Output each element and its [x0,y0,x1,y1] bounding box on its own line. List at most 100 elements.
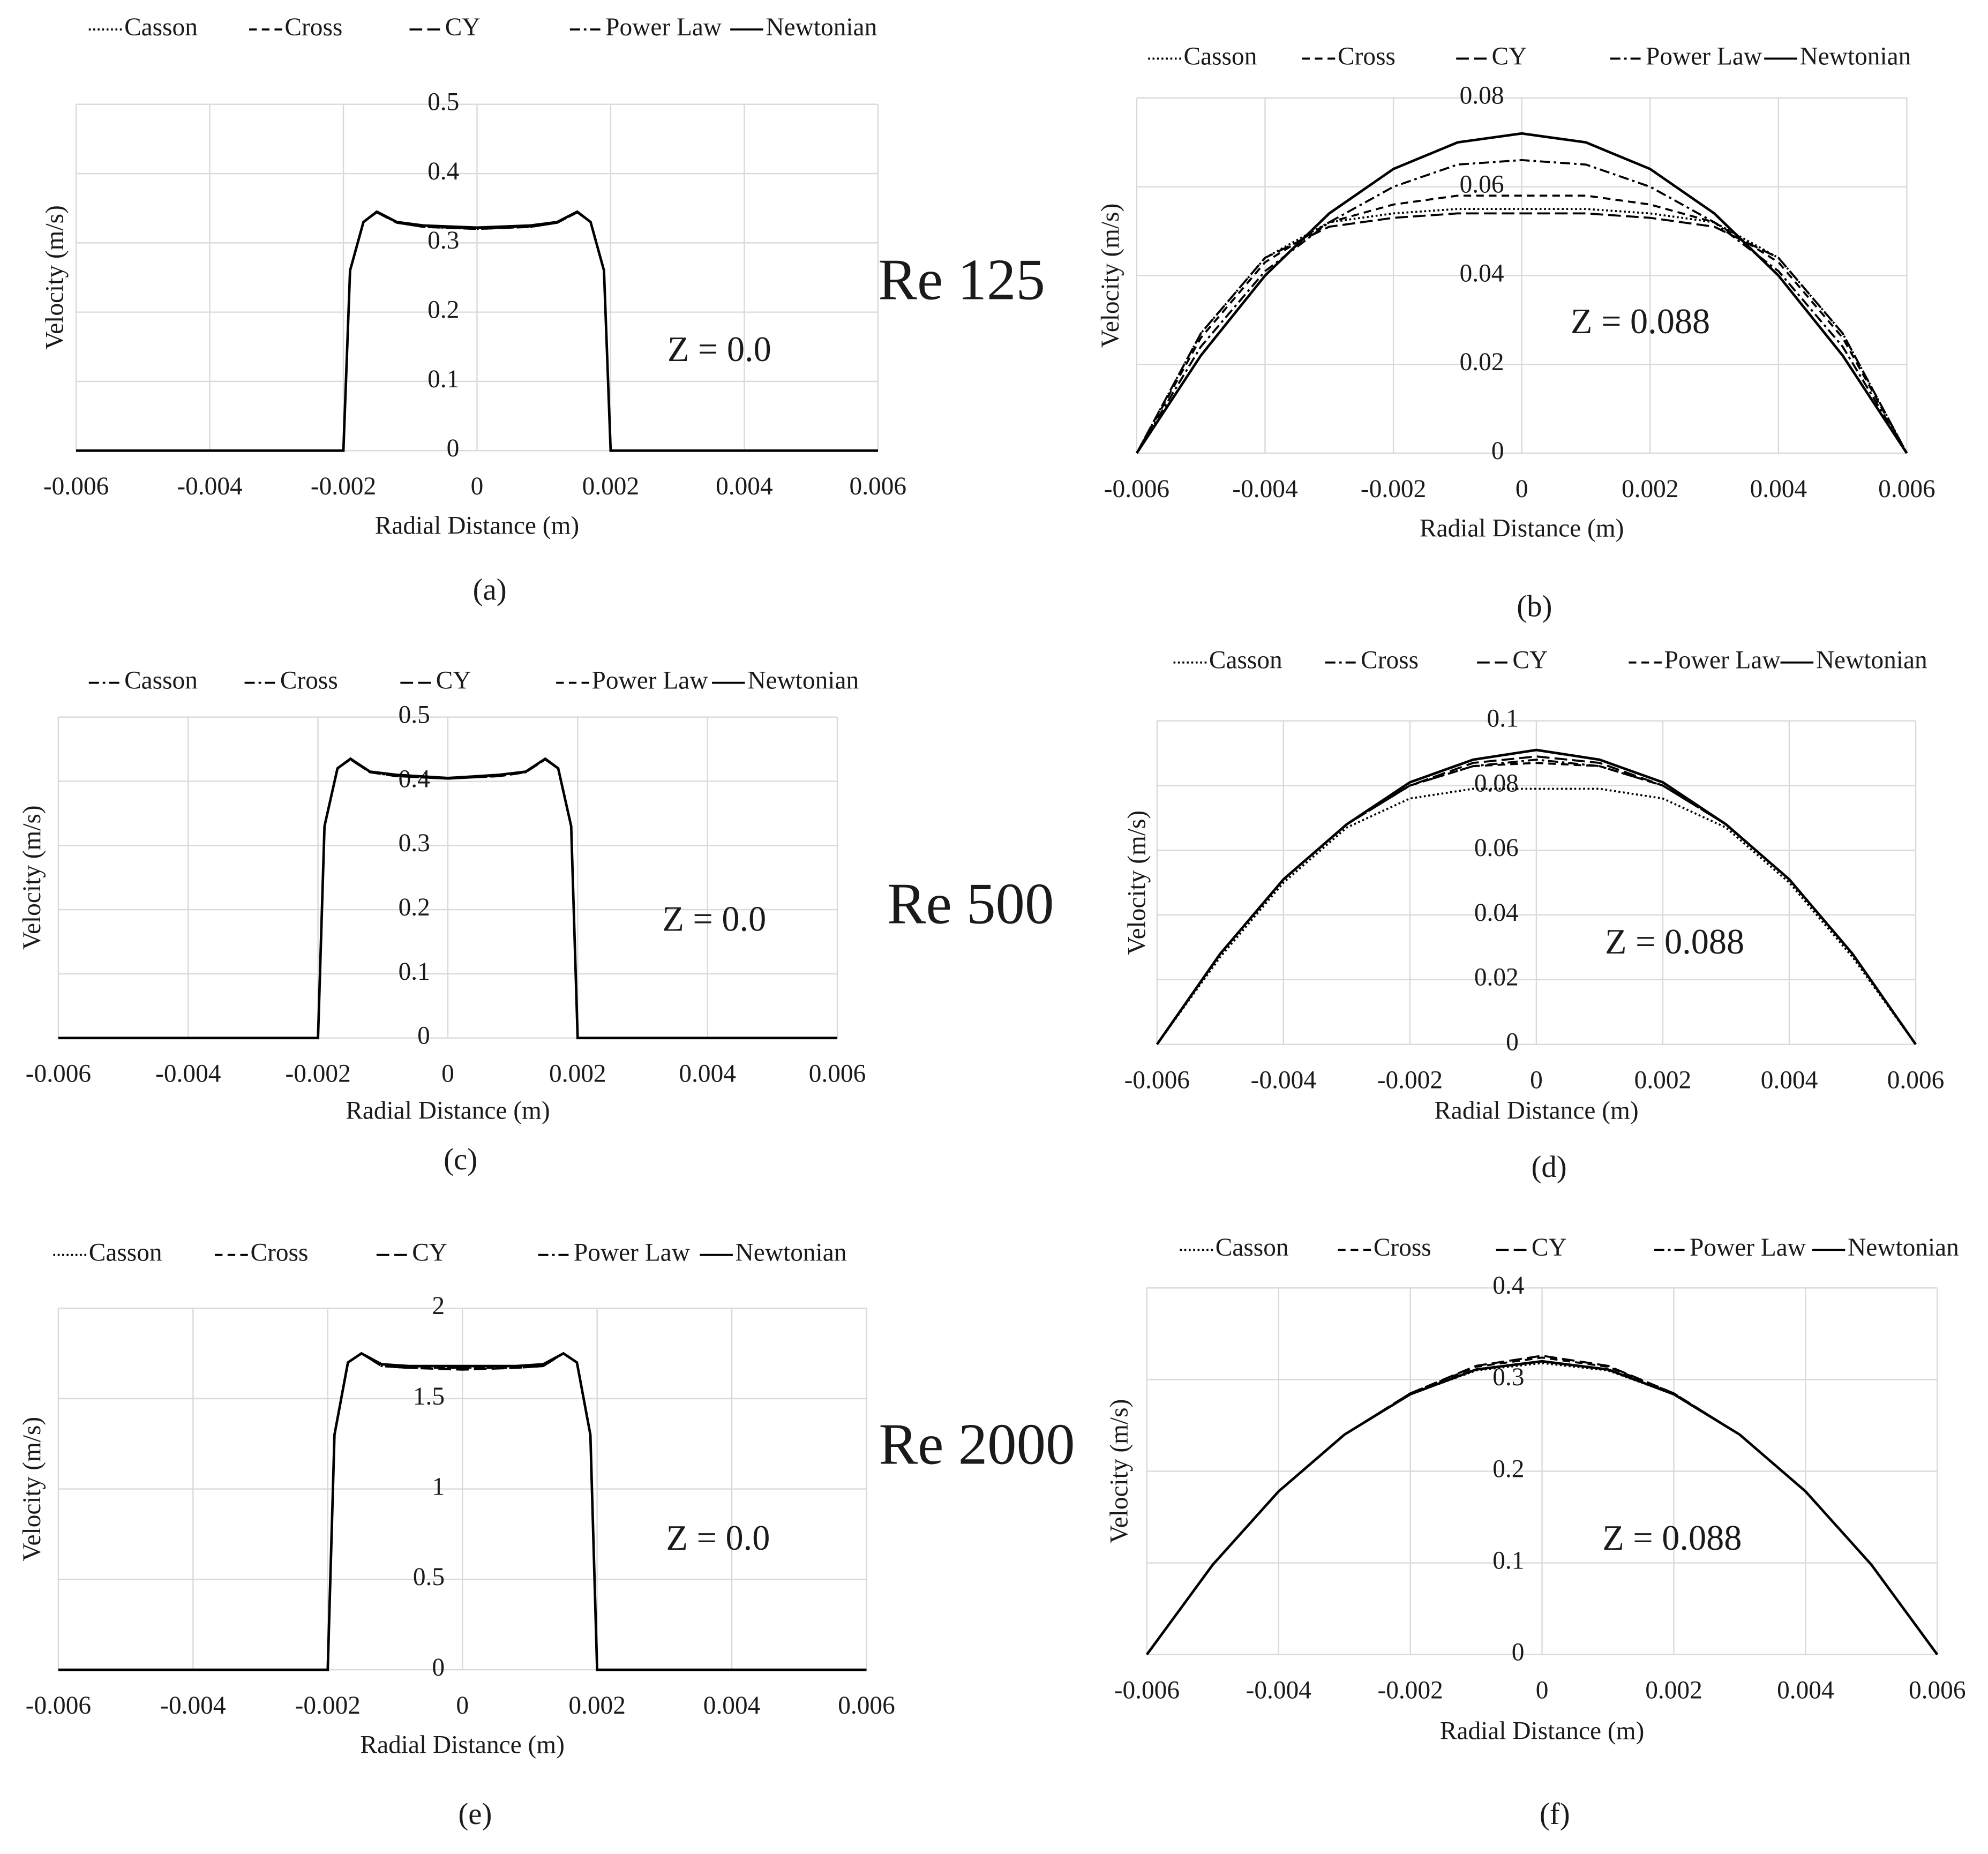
legend-label: Power Law [605,13,722,41]
x-axis-label: Radial Distance (m) [361,1731,565,1759]
y-tick-label: 0.3 [399,829,430,857]
x-tick-label: -0.004 [1246,1677,1311,1705]
y-axis-label: Velocity (m/s) [41,205,69,350]
y-tick-label: 0.4 [427,157,459,185]
x-tick-label: 0.006 [1878,475,1936,503]
x-tick-label: 0.006 [1909,1677,1966,1705]
x-tick-label: -0.002 [1377,1677,1443,1705]
series-line [1135,132,1908,454]
y-tick-label: 0.3 [427,227,459,254]
x-axis-label: Radial Distance (m) [1440,1717,1644,1745]
x-tick-label: 0.006 [809,1060,866,1088]
y-tick-label: 0.04 [1474,899,1519,927]
legend-label: Cross [250,1239,308,1267]
y-tick-label: 0 [1512,1639,1525,1667]
legend-label: Newtonian [747,666,859,694]
series-line [1156,748,1917,1045]
y-tick-label: 0.5 [399,701,430,729]
legend-label: CY [1532,1234,1567,1262]
y-axis-label: Velocity (m/s) [1097,204,1124,348]
legend-label: Power Law [1646,42,1762,70]
series-line [1136,212,1908,454]
x-tick-label: 0.002 [1622,475,1679,503]
legend-label: CY [436,666,471,694]
legend-label: Power Law [574,1239,690,1267]
series-line [1145,1360,1939,1656]
y-tick-label: 0.4 [399,765,430,793]
y-tick-label: 0.3 [1492,1363,1524,1391]
x-tick-label: -0.004 [177,472,242,500]
series-line [1136,194,1908,454]
y-tick-label: 0.04 [1460,259,1504,287]
legend-label: Newtonian [1816,647,1927,674]
chart-panel: -0.006 -0.004 -0.002 0 0.002 0.004 0.006 0 0.5 1 1… [18,1239,895,1831]
y-tick-label: 0.06 [1460,171,1504,199]
y-tick-label: 1.5 [413,1383,445,1410]
series-line [1156,787,1917,1045]
series-line [58,1352,867,1671]
row-label: Re 2000 [879,1412,1075,1476]
legend-label: Cross [1361,647,1419,674]
x-axis-label: Radial Distance (m) [1434,1097,1638,1124]
legend-label: Power Law [592,666,708,694]
x-tick-label: -0.002 [311,472,376,500]
legend-label: Casson [124,13,198,41]
y-tick-label: 0.2 [1492,1455,1524,1483]
legend-label: Cross [1338,42,1396,70]
legend-label: Cross [1374,1234,1431,1262]
x-axis-label: Radial Distance (m) [1420,514,1624,542]
x-tick-label: -0.006 [43,472,109,500]
y-tick-label: 0 [417,1022,430,1050]
caption: (b) [1517,589,1552,623]
x-tick-label: -0.002 [1361,475,1426,503]
x-tick-label: 0 [1536,1677,1549,1705]
x-tick-label: -0.002 [295,1692,361,1720]
caption: (a) [473,573,507,607]
x-tick-label: 0.004 [703,1692,761,1720]
x-tick-label: -0.004 [155,1060,221,1088]
row-label: Re 500 [887,872,1054,936]
y-tick-label: 0.5 [427,88,459,116]
y-axis-label: Velocity (m/s) [18,1417,46,1562]
y-axis-label: Velocity (m/s) [1105,1399,1133,1544]
x-tick-label: 0.006 [1887,1066,1945,1094]
series-line [76,210,878,452]
x-tick-label: 0.004 [1750,475,1807,503]
series-line [58,757,838,1040]
x-tick-label: -0.006 [26,1060,91,1088]
x-tick-label: 0.004 [716,472,773,500]
legend-label: Casson [1216,1234,1289,1262]
y-tick-label: 0.1 [1487,705,1519,733]
chart-panel: -0.006 -0.004 -0.002 0 0.002 0.004 0.006 0 0.1 0.… [18,666,866,1176]
x-tick-label: -0.004 [1251,1066,1316,1094]
x-tick-label: 0.004 [1761,1066,1818,1094]
x-tick-label: 0.004 [1777,1677,1834,1705]
caption: (e) [458,1797,492,1831]
x-tick-label: 0 [471,472,484,500]
chart-panel: -0.006 -0.004 -0.002 0 0.002 0.004 0.006 0 0.1 0.… [41,13,906,607]
y-tick-label: 0.4 [1492,1272,1524,1300]
y-tick-label: 0.08 [1460,82,1504,110]
legend-label: Newtonian [766,13,877,41]
y-tick-label: 0.02 [1474,964,1519,992]
y-tick-label: 0.06 [1474,834,1519,862]
x-tick-label: 0.006 [850,472,907,500]
annotation: Z = 0.088 [1571,302,1710,341]
y-axis-label: Velocity (m/s) [1123,810,1151,955]
y-axis-label: Velocity (m/s) [18,805,46,950]
y-tick-label: 1 [432,1473,445,1500]
legend-label: CY [445,13,481,41]
x-tick-label: 0.002 [1645,1677,1702,1705]
x-axis-label: Radial Distance (m) [346,1097,550,1124]
x-tick-label: -0.002 [285,1060,350,1088]
y-tick-label: 0.08 [1474,769,1519,797]
annotation: Z = 0.088 [1602,1519,1742,1558]
series-line [58,1352,867,1671]
chart-panel: -0.006 -0.004 -0.002 0 0.002 0.004 0.006 0 0.1 0.… [1105,1234,1966,1831]
y-tick-label: 0.2 [399,894,430,921]
y-tick-label: 0 [1506,1028,1519,1056]
x-tick-label: -0.004 [160,1692,226,1720]
annotation: Z = 0.0 [667,330,771,369]
caption: (c) [444,1143,477,1176]
